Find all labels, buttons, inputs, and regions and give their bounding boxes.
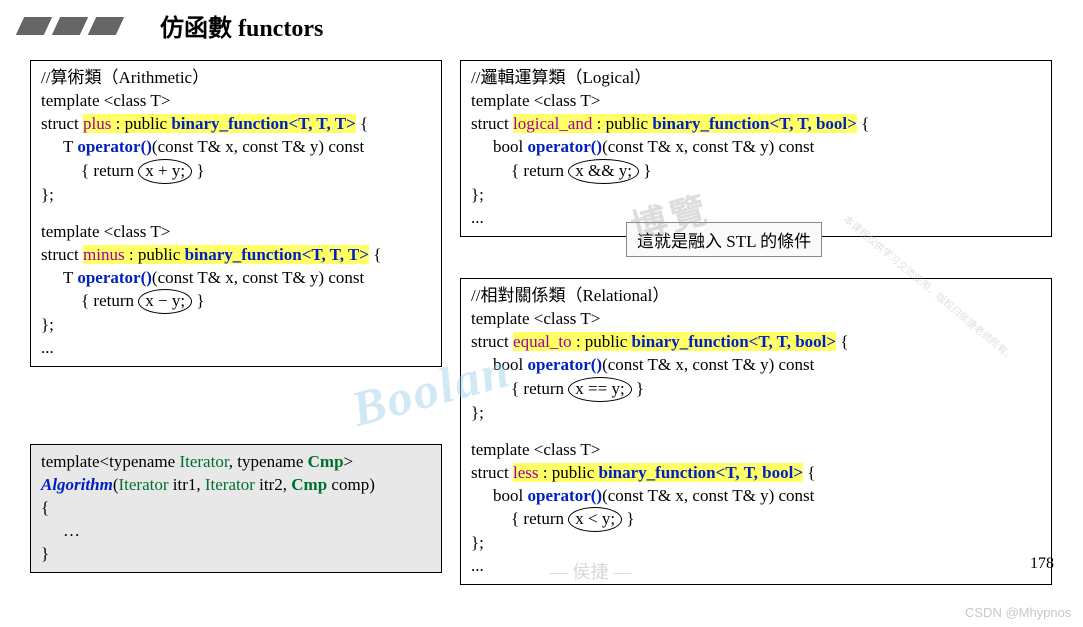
ellipsis: ...	[41, 337, 431, 360]
expr-circled: x && y;	[568, 159, 639, 184]
csdn-watermark: CSDN @Mhypnos	[965, 605, 1071, 620]
expr-circled: x == y;	[568, 377, 631, 402]
template-line: template <class T>	[471, 308, 1041, 331]
arithmetic-box: //算術類（Arithmetic） template <class T> str…	[30, 60, 442, 367]
expr-circled: x + y;	[138, 159, 192, 184]
comment-line: //算術類（Arithmetic）	[41, 67, 431, 90]
decor-icon	[16, 17, 52, 35]
endbrace: };	[471, 532, 1041, 555]
operator-line: bool operator()(const T& x, const T& y) …	[471, 354, 1041, 377]
return-line: { return x && y; }	[471, 159, 1041, 184]
header-decor	[20, 17, 120, 35]
struct-line: struct minus : public binary_function<T,…	[41, 244, 431, 267]
logical-box: //邏輯運算類（Logical） template <class T> stru…	[460, 60, 1052, 237]
template-line: template <class T>	[471, 90, 1041, 113]
struct-line: struct plus : public binary_function<T, …	[41, 113, 431, 136]
brace: {	[41, 497, 431, 520]
struct-line: struct equal_to : public binary_function…	[471, 331, 1041, 354]
template-line: template <class T>	[471, 439, 1041, 462]
operator-line: T operator()(const T& x, const T& y) con…	[41, 267, 431, 290]
header: 仿函數 functors	[20, 8, 323, 43]
struct-line: struct logical_and : public binary_funct…	[471, 113, 1041, 136]
return-line: { return x − y; }	[41, 289, 431, 314]
return-line: { return x + y; }	[41, 159, 431, 184]
template-line: template<typename Iterator, typename Cmp…	[41, 451, 431, 474]
body: …	[41, 520, 431, 543]
operator-line: T operator()(const T& x, const T& y) con…	[41, 136, 431, 159]
page-number: 178	[1030, 555, 1054, 573]
comment-line: //邏輯運算類（Logical）	[471, 67, 1041, 90]
page-title: 仿函數 functors	[160, 8, 323, 43]
stl-note: 這就是融入 STL 的條件	[626, 222, 822, 257]
decor-icon	[88, 17, 124, 35]
endbrace: };	[41, 314, 431, 337]
endbrace: };	[471, 402, 1041, 425]
decor-icon	[52, 17, 88, 35]
template-line: template <class T>	[41, 90, 431, 113]
operator-line: bool operator()(const T& x, const T& y) …	[471, 485, 1041, 508]
expr-circled: x < y;	[568, 507, 622, 532]
expr-circled: x − y;	[138, 289, 192, 314]
template-line: template <class T>	[41, 221, 431, 244]
algorithm-box: template<typename Iterator, typename Cmp…	[30, 444, 442, 573]
author-watermark: — 侯捷 —	[550, 558, 631, 584]
brace: }	[41, 543, 431, 566]
relational-box: //相對關係類（Relational） template <class T> s…	[460, 278, 1052, 585]
algorithm-sig: Algorithm(Iterator itr1, Iterator itr2, …	[41, 474, 431, 497]
operator-line: bool operator()(const T& x, const T& y) …	[471, 136, 1041, 159]
endbrace: };	[41, 184, 431, 207]
return-line: { return x < y; }	[471, 507, 1041, 532]
struct-line: struct less : public binary_function<T, …	[471, 462, 1041, 485]
comment-line: //相對關係類（Relational）	[471, 285, 1041, 308]
return-line: { return x == y; }	[471, 377, 1041, 402]
endbrace: };	[471, 184, 1041, 207]
